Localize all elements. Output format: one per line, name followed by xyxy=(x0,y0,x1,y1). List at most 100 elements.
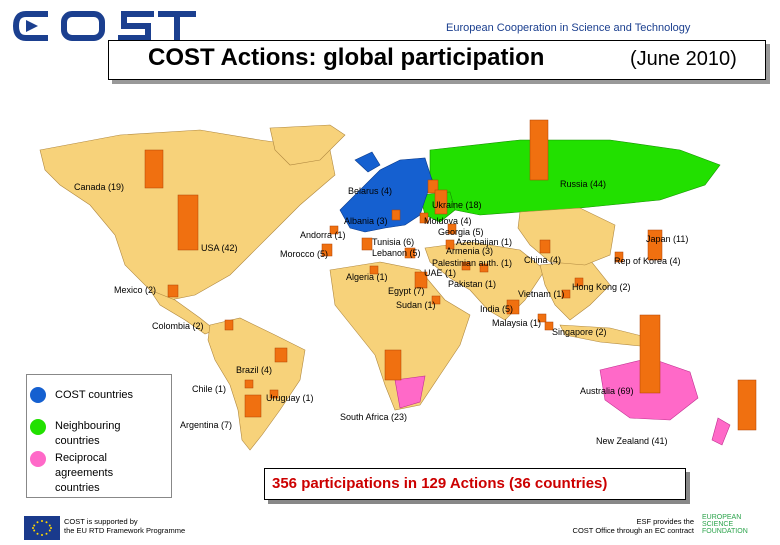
bar-uae xyxy=(461,261,471,271)
label-vietnam: Vietnam (1) xyxy=(518,289,565,299)
label-uruguay: Uruguay (1) xyxy=(266,393,314,403)
land-cost xyxy=(339,151,433,233)
bar-argentina xyxy=(244,394,262,418)
bar-armenia xyxy=(445,239,455,250)
label-singapore: Singapore (2) xyxy=(552,327,607,337)
label-moldova: Moldova (4) xyxy=(424,216,472,226)
bar-albania xyxy=(391,209,401,221)
footer-left: COST is supported by the EU RTD Framewor… xyxy=(64,517,185,535)
label-uae: UAE (1) xyxy=(424,268,457,278)
label-colombia: Colombia (2) xyxy=(152,321,204,331)
label-chile: Chile (1) xyxy=(192,384,227,394)
bar-russia xyxy=(529,119,549,181)
bar-lebanon xyxy=(404,247,416,259)
title-box xyxy=(108,40,766,80)
bar-newzealand xyxy=(737,379,757,431)
summary-box xyxy=(264,468,686,500)
label-brazil: Brazil (4) xyxy=(236,365,273,375)
footer-right-line1: ESF provides the xyxy=(636,517,694,526)
esf-line2: SCIENCE xyxy=(702,521,734,528)
bar-andorra xyxy=(329,225,339,235)
label-newzealand: New Zealand (41) xyxy=(596,436,668,446)
footer-right-line2: COST Office through an EC contract xyxy=(572,526,694,535)
label-pakistan: Pakistan (1) xyxy=(448,279,497,289)
label-korea: Rep of Korea (4) xyxy=(614,256,681,266)
label-usa: USA (42) xyxy=(201,243,238,253)
bar-sudan xyxy=(431,295,441,305)
eu-flag-icon xyxy=(24,516,60,540)
legend-reciprocal-swatch xyxy=(30,451,46,467)
land-reciprocal xyxy=(394,357,731,446)
label-palestinian: Palestinian auth. (1) xyxy=(432,258,513,268)
world-map xyxy=(39,119,757,451)
legend: COST countries Neighbouring countries Re… xyxy=(26,374,172,498)
esf-line3: FOUNDATION xyxy=(702,528,748,535)
legend-cost-label: COST countries xyxy=(55,389,134,401)
bar-egypt xyxy=(414,271,428,289)
land-other xyxy=(39,124,651,451)
bar-pakistan xyxy=(479,263,489,273)
footer-right: ESF provides the COST Office through an … xyxy=(560,517,694,535)
label-canada: Canada (19) xyxy=(74,182,125,192)
bar-usa xyxy=(177,194,199,251)
bar-uruguay xyxy=(269,389,279,399)
bar-moldova xyxy=(419,212,429,224)
bars xyxy=(144,119,757,431)
bar-canada xyxy=(144,149,164,189)
label-china: China (4) xyxy=(524,255,562,265)
label-malaysia: Malaysia (1) xyxy=(492,318,542,328)
label-mexico: Mexico (2) xyxy=(114,285,157,295)
bar-georgia xyxy=(447,223,457,235)
summary-text: 356 participations in 129 Actions (36 co… xyxy=(272,475,608,492)
bar-southafrica xyxy=(384,349,402,381)
page-title: COST Actions: global participation xyxy=(148,44,545,71)
label-hongkong: Hong Kong (2) xyxy=(572,282,631,292)
bar-ukraine xyxy=(434,189,448,215)
legend-neighbouring-label: Neighbouring countries xyxy=(55,420,121,447)
bar-singapore xyxy=(544,321,554,331)
bar-australia xyxy=(639,314,661,394)
legend-neighbouring-swatch xyxy=(30,419,46,435)
bar-morocco xyxy=(321,243,333,257)
bar-vietnam xyxy=(561,289,571,299)
bar-china xyxy=(539,239,551,254)
label-sudan: Sudan (1) xyxy=(396,300,436,310)
legend-reciprocal-label: Reciprocal agreements countries xyxy=(55,452,114,494)
legend-cost-swatch xyxy=(30,387,46,403)
label-azerbaijan: Azerbaijan (1) xyxy=(456,237,513,247)
label-japan: Japan (11) xyxy=(646,234,689,244)
esf-line1: EUROPEAN xyxy=(702,514,742,521)
footer-left-line1: COST is supported by xyxy=(64,517,138,526)
bar-brazil xyxy=(274,347,288,363)
tagline: European Cooperation in Science and Tech… xyxy=(446,22,691,34)
label-algeria: Algeria (1) xyxy=(346,272,388,282)
cost-logo xyxy=(12,11,196,41)
label-india: India (5) xyxy=(480,304,514,314)
bar-tunisia xyxy=(361,237,373,251)
esf-logo: EUROPEAN SCIENCE FOUNDATION xyxy=(702,514,748,535)
label-morocco: Morocco (5) xyxy=(280,249,329,259)
label-southafrica: South Africa (23) xyxy=(340,412,408,422)
bar-mexico xyxy=(167,284,179,298)
bar-japan xyxy=(647,229,663,261)
bar-belarus xyxy=(427,179,439,194)
label-australia: Australia (69) xyxy=(580,386,634,396)
footer-left-line2: the EU RTD Framework Programme xyxy=(64,526,186,535)
label-argentina: Argentina (7) xyxy=(180,420,233,430)
label-ukraine: Ukraine (18) xyxy=(432,200,482,210)
bar-algeria xyxy=(369,265,379,275)
label-tunisia: Tunisia (6) xyxy=(372,237,415,247)
label-georgia: Georgia (5) xyxy=(438,227,484,237)
label-egypt: Egypt (7) xyxy=(388,286,425,296)
bar-malaysia xyxy=(537,313,547,323)
bar-india xyxy=(506,299,520,315)
bar-hongkong xyxy=(574,277,584,287)
bar-chile xyxy=(244,379,254,389)
label-albania: Albania (3) xyxy=(344,216,388,226)
label-belarus: Belarus (4) xyxy=(348,186,393,196)
label-russia: Russia (44) xyxy=(560,179,607,189)
label-lebanon: Lebanon (5) xyxy=(372,248,421,258)
bar-colombia xyxy=(224,319,234,331)
title-date: (June 2010) xyxy=(630,48,737,70)
bar-korea xyxy=(614,251,624,263)
